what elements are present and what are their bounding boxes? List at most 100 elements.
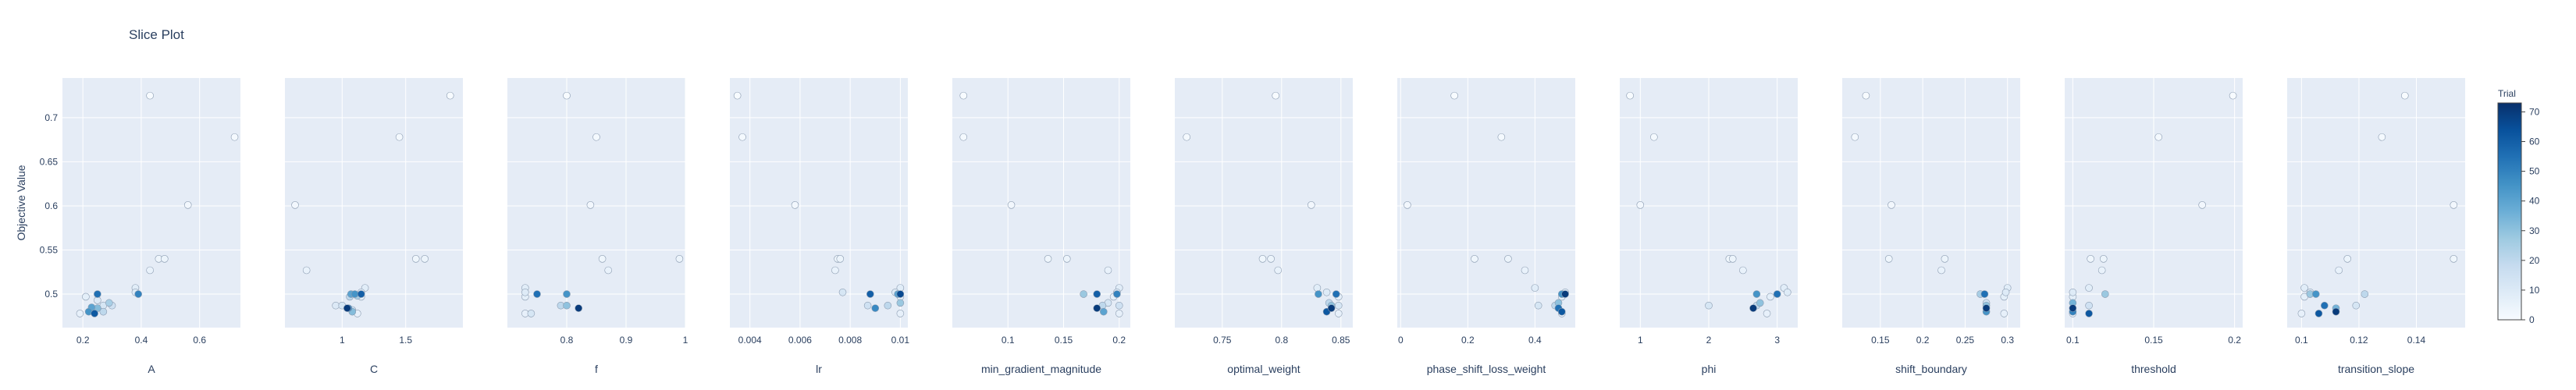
data-point[interactable] bbox=[2321, 301, 2329, 310]
data-point[interactable] bbox=[2087, 255, 2094, 263]
data-point[interactable] bbox=[350, 290, 359, 298]
data-point[interactable] bbox=[357, 290, 365, 298]
data-point[interactable] bbox=[1115, 310, 1123, 317]
data-point[interactable] bbox=[1534, 301, 1542, 310]
data-point[interactable] bbox=[675, 255, 684, 263]
data-point[interactable] bbox=[1450, 91, 1458, 100]
data-point[interactable] bbox=[1332, 290, 1340, 298]
data-point[interactable] bbox=[1773, 290, 1781, 298]
data-point[interactable] bbox=[446, 91, 454, 100]
data-point[interactable] bbox=[2000, 310, 2008, 317]
data-point[interactable] bbox=[959, 91, 968, 100]
data-point[interactable] bbox=[563, 301, 571, 310]
data-point[interactable] bbox=[1650, 133, 1658, 141]
data-point[interactable] bbox=[2101, 290, 2109, 298]
data-point[interactable] bbox=[82, 292, 90, 301]
data-point[interactable] bbox=[1728, 255, 1737, 263]
data-point[interactable] bbox=[2311, 290, 2320, 298]
data-point[interactable] bbox=[105, 299, 113, 307]
data-point[interactable] bbox=[896, 299, 905, 307]
data-point[interactable] bbox=[146, 266, 154, 275]
data-point[interactable] bbox=[1497, 133, 1506, 141]
data-point[interactable] bbox=[563, 290, 571, 298]
data-point[interactable] bbox=[2085, 284, 2093, 292]
data-point[interactable] bbox=[604, 266, 613, 275]
data-point[interactable] bbox=[2314, 310, 2323, 317]
data-point[interactable] bbox=[1980, 290, 1989, 298]
data-point[interactable] bbox=[2297, 310, 2306, 317]
data-point[interactable] bbox=[1115, 301, 1123, 310]
data-point[interactable] bbox=[836, 255, 845, 263]
data-point[interactable] bbox=[1334, 310, 1343, 317]
data-point[interactable] bbox=[2001, 288, 2010, 296]
data-point[interactable] bbox=[2069, 288, 2077, 296]
data-point[interactable] bbox=[94, 290, 101, 298]
data-point[interactable] bbox=[1315, 290, 1322, 298]
data-point[interactable] bbox=[838, 288, 847, 296]
data-point[interactable] bbox=[563, 91, 571, 100]
data-point[interactable] bbox=[2332, 307, 2340, 316]
data-point[interactable] bbox=[1626, 91, 1634, 100]
data-point[interactable] bbox=[1062, 255, 1071, 263]
data-point[interactable] bbox=[1749, 304, 1757, 312]
data-point[interactable] bbox=[1862, 91, 1870, 100]
data-point[interactable] bbox=[1093, 304, 1101, 312]
data-point[interactable] bbox=[863, 301, 872, 310]
data-point[interactable] bbox=[527, 310, 535, 317]
data-point[interactable] bbox=[733, 91, 742, 100]
data-point[interactable] bbox=[1982, 304, 1991, 312]
data-point[interactable] bbox=[1334, 301, 1343, 310]
data-point[interactable] bbox=[343, 304, 351, 312]
data-point[interactable] bbox=[592, 133, 600, 141]
data-point[interactable] bbox=[533, 290, 541, 298]
data-point[interactable] bbox=[1752, 290, 1761, 298]
data-point[interactable] bbox=[871, 304, 880, 312]
data-point[interactable] bbox=[2400, 91, 2409, 100]
data-point[interactable] bbox=[146, 91, 154, 100]
data-point[interactable] bbox=[1504, 255, 1512, 263]
data-point[interactable] bbox=[575, 304, 583, 312]
data-point[interactable] bbox=[1521, 266, 1529, 275]
data-point[interactable] bbox=[1404, 201, 1411, 209]
data-point[interactable] bbox=[586, 201, 595, 209]
data-point[interactable] bbox=[1763, 310, 1771, 317]
data-point[interactable] bbox=[1531, 284, 1539, 292]
data-point[interactable] bbox=[2343, 255, 2352, 263]
data-point[interactable] bbox=[1308, 201, 1315, 209]
data-point[interactable] bbox=[1937, 266, 1945, 275]
data-point[interactable] bbox=[896, 310, 905, 317]
data-point[interactable] bbox=[2154, 133, 2163, 141]
data-point[interactable] bbox=[183, 201, 192, 209]
data-point[interactable] bbox=[1267, 255, 1275, 263]
data-point[interactable] bbox=[791, 201, 799, 209]
data-point[interactable] bbox=[1100, 307, 1108, 316]
data-point[interactable] bbox=[1784, 288, 1791, 296]
data-point[interactable] bbox=[1104, 266, 1112, 275]
data-point[interactable] bbox=[2335, 266, 2343, 275]
data-point[interactable] bbox=[598, 255, 607, 263]
data-point[interactable] bbox=[2352, 301, 2361, 310]
data-point[interactable] bbox=[1941, 255, 1949, 263]
data-point[interactable] bbox=[1705, 301, 1713, 310]
data-point[interactable] bbox=[1080, 290, 1087, 298]
data-point[interactable] bbox=[1756, 299, 1764, 307]
data-point[interactable] bbox=[302, 266, 311, 275]
data-point[interactable] bbox=[1258, 255, 1267, 263]
data-point[interactable] bbox=[2450, 201, 2458, 209]
data-point[interactable] bbox=[1557, 307, 1566, 316]
data-point[interactable] bbox=[2450, 255, 2458, 263]
data-point[interactable] bbox=[1851, 133, 1859, 141]
data-point[interactable] bbox=[291, 201, 299, 209]
data-point[interactable] bbox=[1044, 255, 1052, 263]
data-point[interactable] bbox=[2085, 301, 2093, 310]
data-point[interactable] bbox=[1093, 290, 1101, 298]
data-point[interactable] bbox=[2085, 310, 2093, 317]
data-point[interactable] bbox=[1561, 290, 1569, 298]
data-point[interactable] bbox=[1739, 266, 1747, 275]
data-point[interactable] bbox=[2229, 91, 2237, 100]
data-point[interactable] bbox=[2097, 266, 2106, 275]
data-point[interactable] bbox=[866, 290, 874, 298]
data-point[interactable] bbox=[1322, 288, 1331, 296]
data-point[interactable] bbox=[738, 133, 746, 141]
data-point[interactable] bbox=[134, 290, 142, 298]
